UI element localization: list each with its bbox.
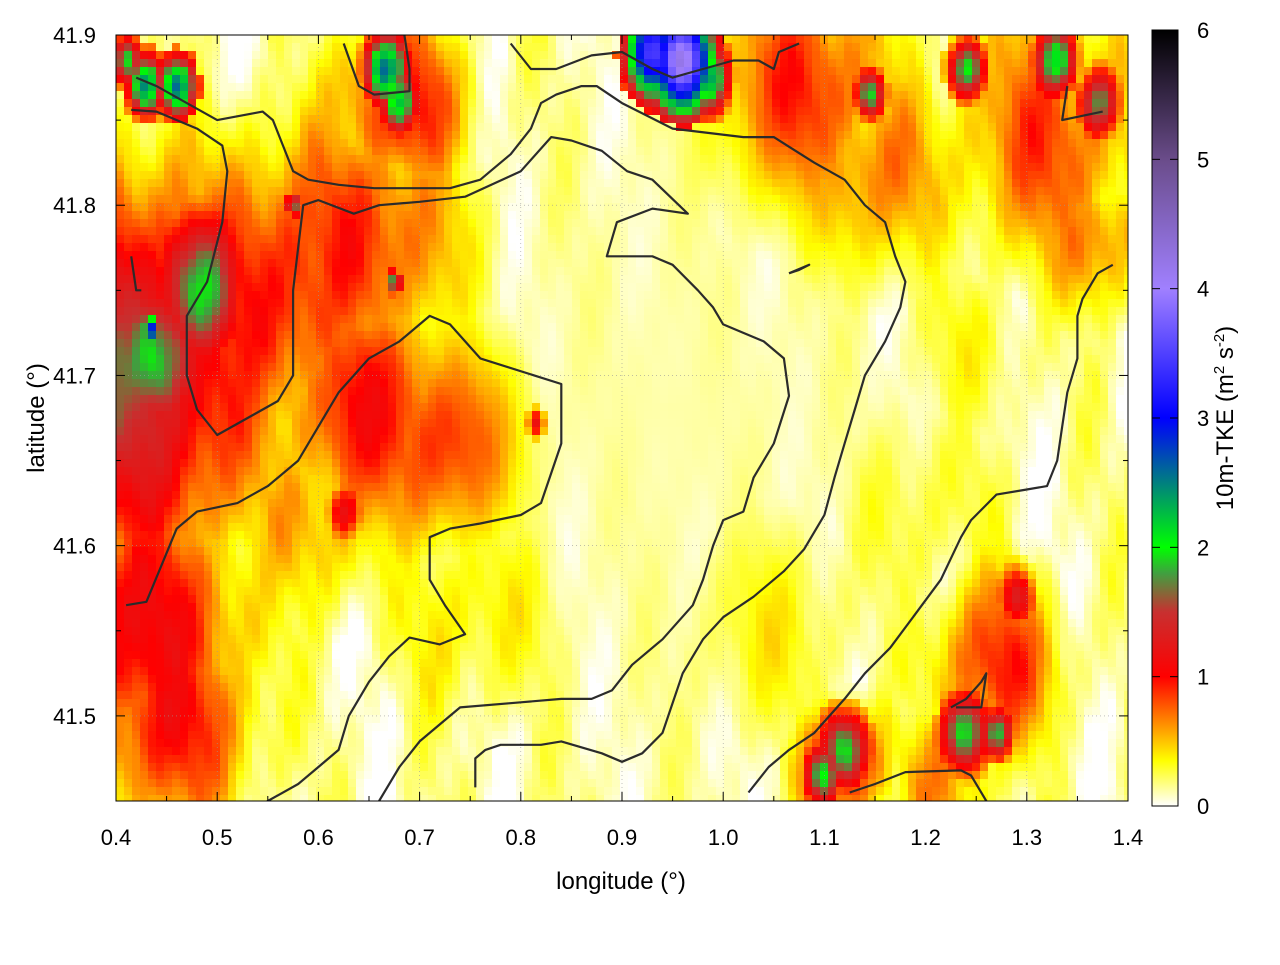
colorbar-tick-label: 3: [1197, 406, 1209, 431]
y-axis-label: latitude (°): [23, 363, 50, 473]
contour-line: [1061, 85, 1103, 122]
x-tick-label: 0.5: [202, 825, 233, 850]
y-axis-ticks: 41.5 41.6 41.7 41.8 41.9: [53, 23, 1128, 729]
y-tick-label: 41.8: [53, 193, 96, 218]
x-tick-label: 1.0: [708, 825, 739, 850]
contour-lines: [125, 35, 1114, 801]
grid-lines: [116, 35, 1128, 801]
contour-line: [125, 314, 563, 801]
contour-line: [130, 256, 142, 292]
y-tick-label: 41.9: [53, 23, 96, 48]
contour-line: [1047, 800, 1049, 801]
y-tick-label: 41.7: [53, 363, 96, 388]
x-tick-label: 1.4: [1113, 825, 1144, 850]
contour-line: [788, 263, 811, 275]
x-tick-label: 0.9: [607, 825, 638, 850]
colorbar-label: 10m-TKE (m2 s-2): [1211, 326, 1239, 510]
colorbar-tick-label: 1: [1197, 665, 1209, 690]
x-tick-label: 0.4: [101, 825, 132, 850]
x-tick-label: 0.6: [303, 825, 334, 850]
contour-line: [849, 769, 988, 801]
colorbar-tick-label: 2: [1197, 535, 1209, 560]
colorbar-tick-label: 6: [1197, 18, 1209, 43]
x-axis-ticks: 0.4 0.5 0.6 0.7 0.8 0.9 1.0 1.1 1.2 1.3 1.4: [101, 35, 1144, 850]
y-tick-label: 41.5: [53, 704, 96, 729]
contour-line: [747, 263, 1114, 794]
x-tick-label: 0.7: [404, 825, 435, 850]
heatmap-field: [116, 35, 1128, 801]
x-tick-label: 1.1: [809, 825, 840, 850]
contour-line: [131, 108, 791, 801]
x-tick-label: 1.2: [910, 825, 941, 850]
contour-line: [950, 672, 988, 709]
colorbar-tick-label: 4: [1197, 277, 1209, 302]
colorbar-ticks: 0 1 2 3 4 5 6: [1152, 18, 1209, 819]
x-axis-label: longitude (°): [556, 868, 686, 895]
contour-line: [509, 42, 800, 79]
x-tick-label: 0.8: [506, 825, 537, 850]
contour-line: [342, 35, 411, 96]
colorbar: 0 1 2 3 4 5 6 10m-TKE (m2 s-2): [1151, 18, 1239, 819]
x-tick-label: 1.3: [1012, 825, 1043, 850]
y-tick-label: 41.6: [53, 534, 96, 559]
colorbar-tick-label: 5: [1197, 147, 1209, 172]
colorbar-tick-label: 0: [1197, 794, 1209, 819]
contour-line: [135, 76, 907, 788]
